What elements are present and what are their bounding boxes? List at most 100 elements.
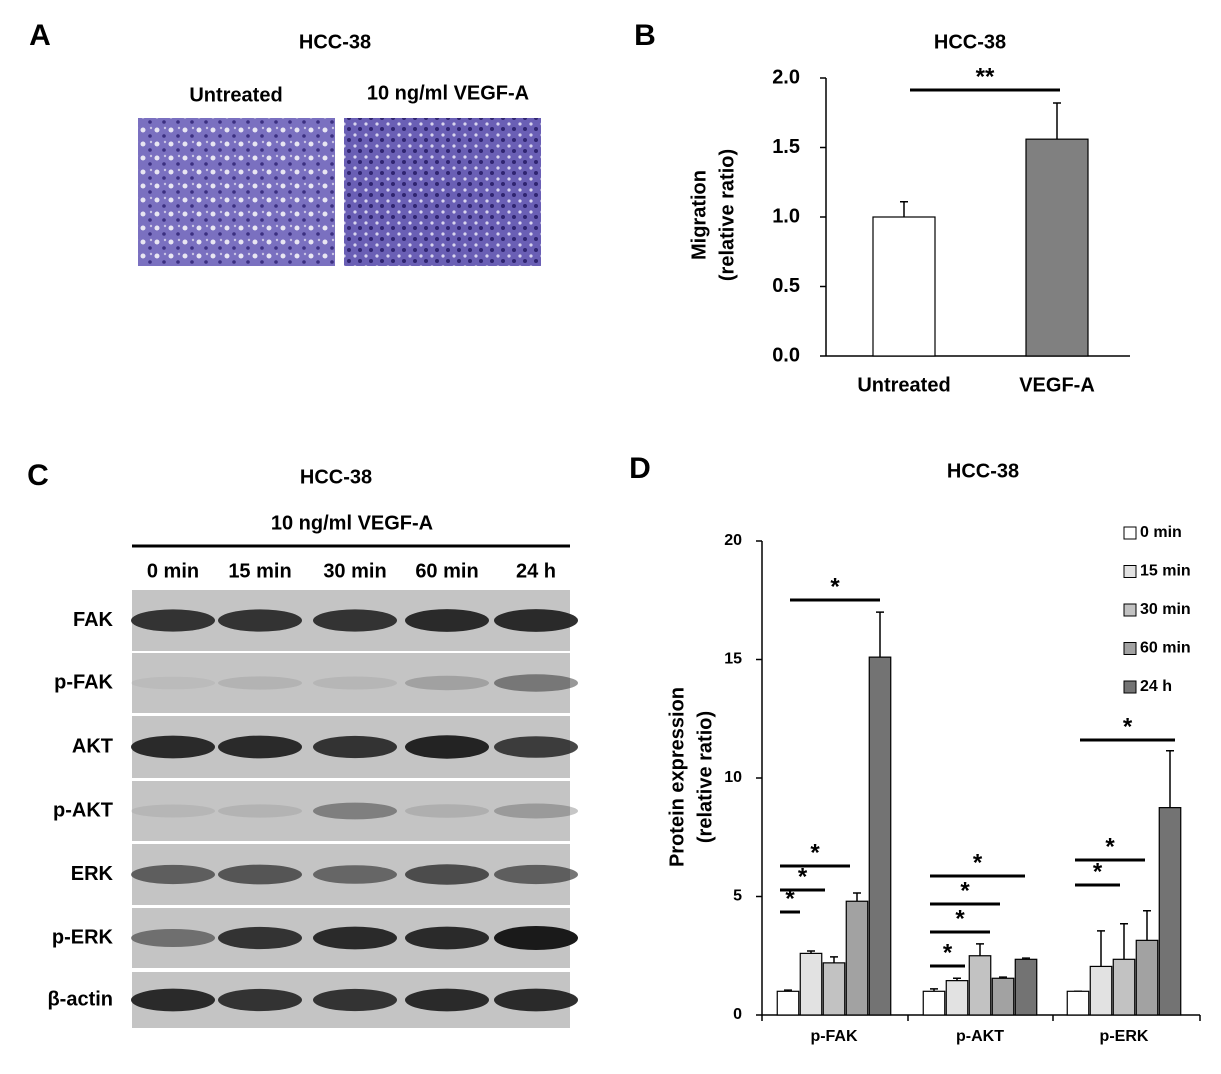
error-bar — [1166, 749, 1174, 808]
error-bar — [1143, 909, 1151, 941]
bar — [968, 955, 992, 1016]
y-tick-label: 1.0 — [772, 205, 800, 227]
error-bar — [1120, 923, 1128, 960]
legend-swatch — [1123, 603, 1137, 617]
timepoint-label: 24 h — [516, 560, 556, 582]
bar — [922, 990, 946, 1016]
row-label: β-actin — [47, 988, 113, 1010]
image-label: 10 ng/ml VEGF-A — [367, 82, 529, 104]
significance-label: * — [1123, 713, 1133, 740]
legend-swatch — [1123, 565, 1137, 578]
bar — [1135, 939, 1159, 1016]
blot-strip — [132, 653, 570, 713]
legend-swatch — [1123, 642, 1137, 655]
blot-band — [313, 676, 397, 690]
row-label: ERK — [71, 863, 114, 885]
x-tick-label: p-AKT — [956, 1028, 1004, 1045]
blot-band — [494, 736, 578, 758]
bar — [1158, 807, 1182, 1016]
panel-letter: C — [27, 459, 49, 492]
blot-band — [131, 804, 215, 818]
y-tick-label: 1.5 — [772, 136, 800, 158]
significance-label: ** — [976, 63, 995, 90]
blot-band — [405, 735, 489, 759]
timepoint-label: 15 min — [228, 560, 291, 582]
timepoint-label: 0 min — [147, 560, 199, 582]
bar — [845, 900, 869, 1016]
y-tick-label: 2.0 — [772, 66, 800, 88]
image-label: Untreated — [189, 84, 282, 106]
bar — [799, 952, 823, 1016]
row-label: FAK — [73, 609, 114, 631]
bar — [945, 980, 969, 1016]
panel-c: C HCC-38 10 ng/ml VEGF-A 0 min 15 min 30 m… — [27, 459, 578, 1028]
row-label: p-ERK — [52, 926, 114, 948]
bar — [1066, 990, 1090, 1016]
bar — [776, 990, 800, 1016]
y-axis-label: Migration — [688, 170, 710, 260]
error-bar — [830, 956, 838, 963]
blot-band — [131, 609, 215, 632]
panel-a: A HCC-38 Untreated 10 ng/ml VEGF-A — [29, 19, 541, 266]
x-tick-label: VEGF-A — [1019, 374, 1095, 396]
blot-band — [313, 865, 397, 884]
blot-band — [218, 864, 302, 885]
legend-label: 24 h — [1140, 678, 1172, 695]
legend-swatch — [1123, 680, 1137, 694]
blot-band — [494, 988, 578, 1012]
significance-label: * — [830, 573, 840, 600]
micrograph — [344, 118, 541, 266]
row-label: AKT — [72, 735, 113, 757]
panel-letter: D — [629, 452, 651, 485]
significance-label: * — [943, 939, 953, 966]
blot-band — [313, 926, 397, 950]
bar — [991, 977, 1015, 1016]
blot-band — [313, 802, 397, 820]
blot-band — [218, 735, 302, 759]
timepoint-label: 60 min — [415, 560, 478, 582]
blot-band — [494, 609, 578, 632]
blot-band — [131, 929, 215, 947]
chart-title: HCC-38 — [947, 460, 1019, 482]
x-tick-label: p-ERK — [1100, 1028, 1149, 1045]
blot-band — [131, 735, 215, 759]
y-tick-label: 5 — [733, 888, 742, 905]
micrograph — [138, 118, 335, 266]
blot-band — [405, 804, 489, 818]
blot-band — [131, 864, 215, 885]
significance-label: * — [1105, 833, 1115, 860]
blot-band — [313, 609, 397, 632]
blot-band — [494, 926, 578, 950]
row-label: p-AKT — [53, 799, 113, 821]
error-bar — [976, 943, 984, 956]
row-label: p-FAK — [54, 671, 113, 693]
panel-title: HCC-38 — [300, 466, 372, 488]
significance-label: * — [798, 863, 808, 890]
y-tick-label: 10 — [724, 769, 742, 786]
error-bar — [876, 611, 884, 658]
bar — [822, 962, 846, 1016]
y-axis-label: (relative ratio) — [694, 711, 716, 843]
bar — [1089, 965, 1113, 1016]
blot-band — [405, 988, 489, 1012]
significance-label: * — [1093, 858, 1103, 885]
blot-band — [405, 675, 489, 691]
panel-letter: A — [29, 19, 51, 52]
significance-label: * — [955, 905, 965, 932]
y-tick-label: 0 — [733, 1006, 742, 1023]
bar — [868, 656, 892, 1016]
panel-title: HCC-38 — [299, 31, 371, 53]
x-tick-label: p-FAK — [810, 1028, 858, 1045]
blot-band — [405, 926, 489, 950]
legend-label: 15 min — [1140, 563, 1191, 580]
significance-label: * — [785, 885, 795, 912]
chart: B HCC-38 Migration (relative ratio) 0.0 0.5 1.… — [634, 19, 1130, 396]
blot-band — [218, 926, 302, 950]
blot-band — [131, 676, 215, 690]
y-tick-label: 0.0 — [772, 344, 800, 366]
error-bar — [853, 892, 861, 902]
bar — [1025, 138, 1089, 357]
panel-letter: B — [634, 19, 656, 52]
blot-band — [494, 864, 578, 885]
